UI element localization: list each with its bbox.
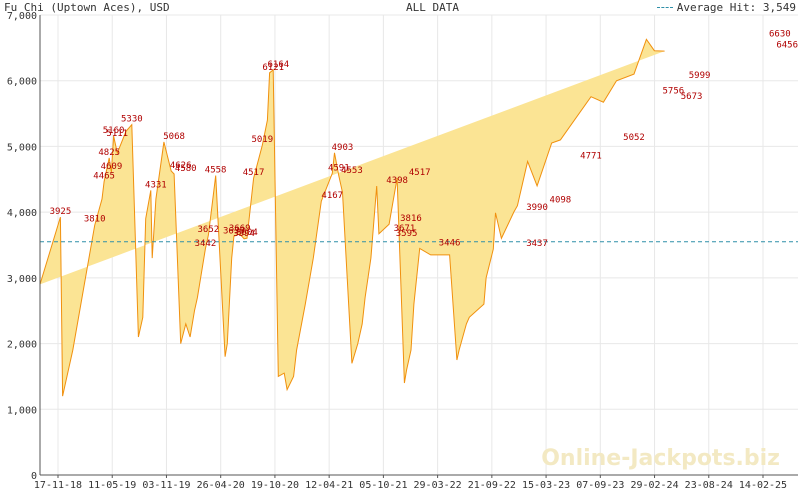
data-label: 4098 (550, 196, 572, 206)
x-tick-label: 23-08-24 (685, 480, 733, 490)
area-fill (40, 39, 665, 397)
data-label: 5052 (623, 133, 645, 143)
data-label: 4626 (170, 161, 192, 171)
watermark: Online-Jackpots.biz (541, 446, 780, 471)
y-tick-label: 4,000 (7, 208, 37, 219)
data-label: 3604 (236, 228, 258, 238)
data-label: 5019 (251, 135, 273, 145)
data-label: 4903 (332, 143, 354, 153)
area-line (39, 38, 665, 397)
data-label: 3594 (233, 229, 255, 239)
y-tick-label: 0 (31, 471, 37, 482)
y-tick-label: 1,000 (7, 405, 37, 416)
data-label: 5111 (106, 129, 128, 139)
data-label: 3990 (526, 203, 548, 213)
data-label: 4609 (101, 162, 123, 172)
x-tick-label: 19-10-20 (251, 480, 299, 490)
x-tick-label: 26-04-20 (197, 480, 245, 490)
data-label: 3671 (394, 224, 416, 234)
data-label: 4517 (409, 168, 431, 178)
data-label: 3437 (526, 239, 548, 249)
x-tick-label: 21-09-22 (468, 480, 516, 490)
x-tick-label: 17-11-18 (34, 480, 82, 490)
data-label: 6630 (769, 29, 791, 39)
y-axis: 0 1,000 2,000 3,000 4,000 5,000 6,000 7,000 (7, 11, 37, 482)
data-label: 4465 (93, 172, 115, 182)
x-tick-label: 29-02-24 (630, 480, 678, 490)
data-label: 4167 (321, 191, 343, 201)
chart-subtitle: ALL DATA (406, 1, 459, 14)
y-tick-label: 6,000 (7, 77, 37, 88)
data-label: 4398 (386, 176, 408, 186)
data-label: 3446 (439, 239, 461, 249)
data-label: 6121 (262, 63, 284, 73)
x-tick-label: 03-11-19 (142, 480, 190, 490)
data-label: 5756 (663, 87, 685, 97)
data-label: 6456 (776, 41, 798, 51)
x-tick-label: 07-09-23 (576, 480, 624, 490)
legend: Average Hit: 3,549 (656, 1, 796, 14)
data-label: 3669 (229, 224, 251, 234)
x-tick-label: 11-05-19 (88, 480, 136, 490)
legend-average-label: Average Hit: 3,549 (676, 1, 796, 14)
y-tick-label: 3,000 (7, 274, 37, 285)
data-label: 6164 (267, 60, 289, 70)
x-tick-label: 12-04-21 (305, 480, 353, 490)
data-label: 3442 (195, 239, 217, 249)
data-label: 4558 (205, 165, 227, 175)
data-label: 4331 (145, 180, 167, 190)
x-tick-label: 15-03-23 (522, 480, 570, 490)
x-tick-label: 14-02-25 (739, 480, 787, 490)
data-label: 4517 (243, 168, 265, 178)
data-label: 3810 (84, 215, 106, 225)
data-label: 5068 (163, 132, 185, 142)
y-tick-label: 5,000 (7, 142, 37, 153)
data-label: 3595 (396, 229, 418, 239)
data-label: 5999 (689, 71, 711, 81)
y-tick-label: 7,000 (7, 11, 37, 22)
data-label: 4591 (328, 163, 350, 173)
data-label: 5160 (103, 126, 125, 136)
data-label: 5673 (681, 92, 703, 102)
legend-average-line-swatch (656, 7, 673, 8)
x-axis: 17-11-18 11-05-19 03-11-19 26-04-20 19-10-20… (34, 475, 787, 490)
data-label: 4825 (98, 148, 120, 158)
data-label: 3816 (400, 214, 422, 224)
data-label: 4771 (580, 151, 602, 161)
data-label: 4553 (341, 166, 363, 176)
data-label: 3925 (50, 207, 72, 217)
chart-title: Fu Chi (Uptown Aces), USD (4, 1, 170, 14)
data-label: 3652 (198, 225, 220, 235)
x-tick-label: 05-10-21 (359, 480, 407, 490)
data-label: 4580 (175, 164, 197, 174)
y-tick-label: 2,000 (7, 340, 37, 351)
x-tick-label: 29-03-22 (414, 480, 462, 490)
data-label: 5330 (121, 115, 143, 125)
data-label: 3633 (223, 226, 245, 236)
